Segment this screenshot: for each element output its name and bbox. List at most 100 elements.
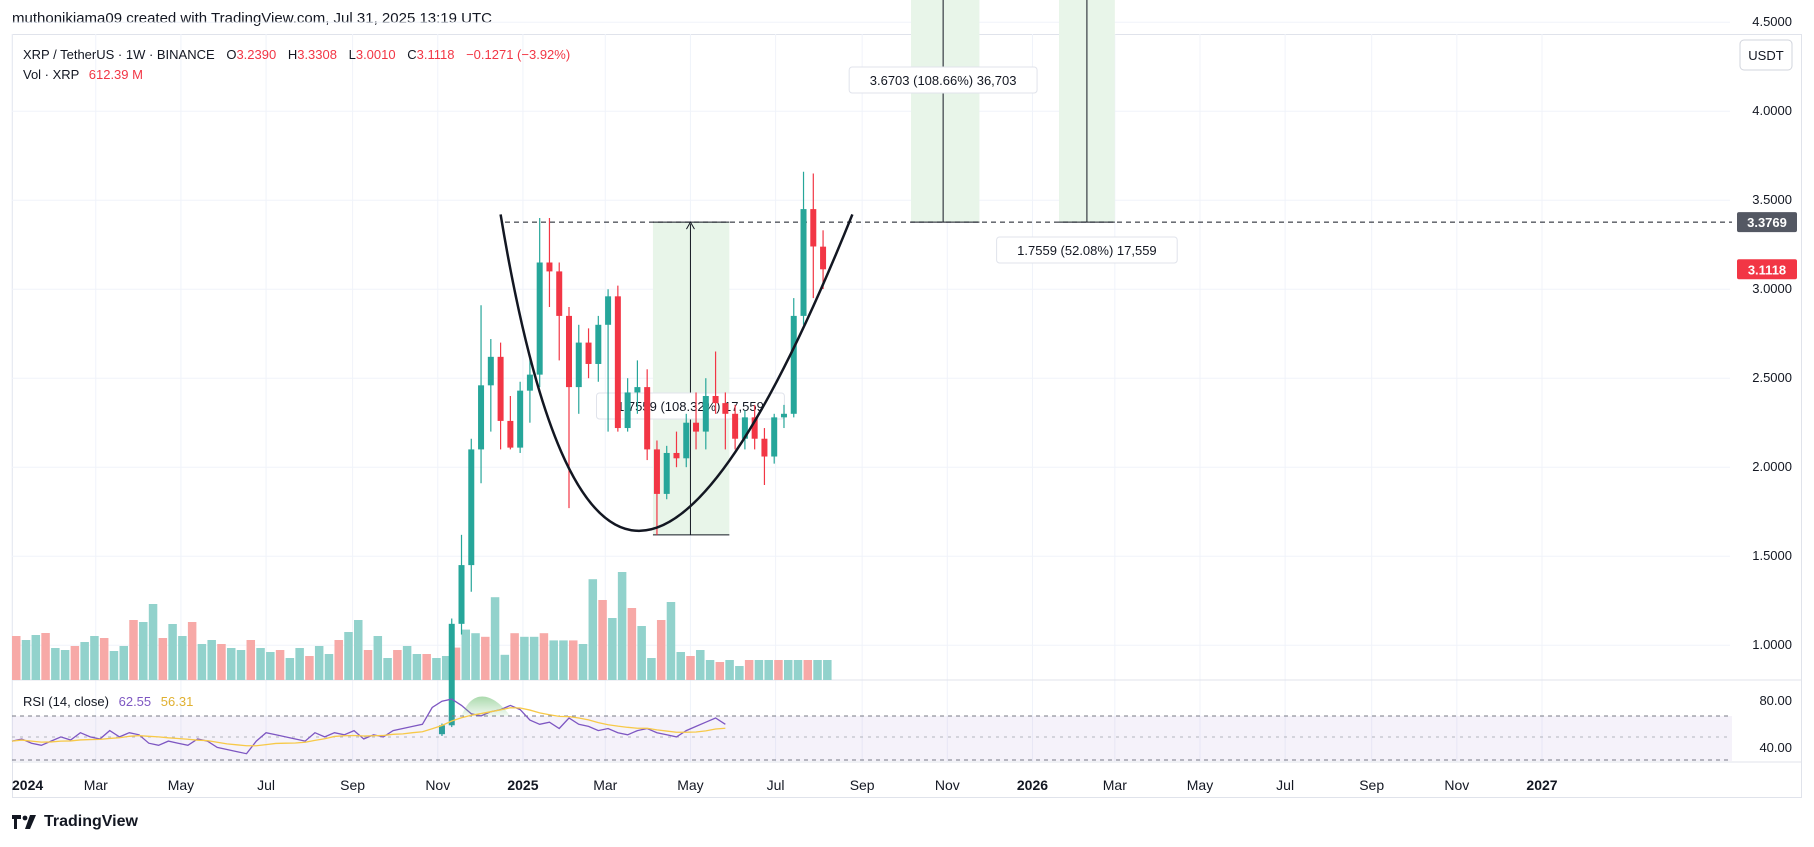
measure-arrow-head: [686, 221, 695, 230]
rsi-label: RSI (14, close): [23, 694, 109, 709]
currency-button[interactable]: USDT: [1739, 39, 1793, 71]
price-tick-label: 1.0000: [1752, 637, 1792, 652]
volume-bar: [451, 647, 461, 680]
volume-bar: [295, 648, 304, 680]
volume-bar: [51, 648, 60, 680]
time-tick-label: 2025: [507, 777, 538, 793]
volume-bar: [637, 626, 646, 680]
volume-bar: [412, 654, 422, 680]
time-tick-label: Jul: [257, 777, 275, 793]
time-tick-label: May: [1187, 777, 1213, 793]
volume-bar: [393, 650, 402, 680]
rsi-tick-label: 80.00: [1759, 693, 1792, 708]
volume-bar: [236, 650, 246, 680]
volume-bar: [344, 632, 353, 680]
rsi-pane: [11, 696, 1732, 761]
volume-bar: [314, 646, 324, 680]
cup-pattern-drawing[interactable]: [499, 213, 854, 533]
legend-line: XRP / TetherUS · 1W · BINANCE O3.2390 H3…: [23, 47, 570, 62]
time-tick-label: 2026: [1017, 777, 1048, 793]
tradingview-logo[interactable]: TradingView: [12, 813, 138, 831]
measure-range-box[interactable]: [911, 0, 980, 223]
volume-bar: [754, 660, 764, 680]
volume-bar: [686, 656, 695, 680]
volume-bar: [647, 658, 656, 680]
volume-bar: [520, 636, 529, 680]
symbol-title: XRP / TetherUS · 1W · BINANCE: [23, 47, 215, 62]
candle-body: [644, 387, 651, 450]
volume-bar: [608, 618, 617, 680]
candle-body: [722, 403, 729, 414]
tradingview-logo-icon: [12, 815, 36, 829]
rsi-band: [12, 716, 1732, 761]
candle-body: [448, 623, 455, 726]
candle-body: [702, 396, 709, 432]
volume-bar: [598, 600, 607, 680]
volume-bar: [510, 633, 519, 680]
tradingview-logo-text: TradingView: [44, 813, 138, 830]
volume-bar: [334, 640, 343, 680]
candle-body: [683, 422, 690, 459]
time-tick-label: Nov: [1444, 777, 1469, 793]
level-price-label: 3.3769: [1747, 215, 1787, 230]
volume-bar: [676, 652, 685, 680]
candle-body: [605, 296, 612, 325]
measure-label: 3.6703 (108.66%) 36,703: [870, 73, 1017, 88]
volume-bar: [148, 604, 158, 680]
time-tick-label: May: [168, 777, 194, 793]
rsi-value: 62.55: [119, 694, 152, 709]
volume-bar: [500, 654, 510, 680]
price-tick-label: 4.0000: [1752, 103, 1792, 118]
close-value: 3.1118: [417, 47, 455, 62]
volume-bar: [275, 650, 285, 680]
last-price-label: 3.1118: [1748, 262, 1786, 277]
measure-label: 1.7559 (108.32%) 17,559: [617, 399, 764, 414]
time-tick-label: Nov: [425, 777, 450, 793]
volume-bar: [187, 622, 197, 680]
candle-body: [585, 342, 592, 364]
chart-attribution: muthonikiama09 created with TradingView.…: [12, 10, 492, 27]
candle-body: [790, 315, 797, 414]
volume-bar: [666, 602, 676, 680]
candle-body: [810, 209, 817, 247]
price-axis[interactable]: 1.0000 1.5000 2.0000 2.5000 3.0000 3.5000 4.00…: [1737, 0, 1797, 755]
volume-bar: [568, 640, 578, 680]
candle-body: [820, 246, 827, 270]
cup-curve[interactable]: [499, 213, 854, 533]
candle-body: [575, 342, 582, 388]
low-label: L: [349, 47, 356, 62]
volume-bar: [803, 660, 813, 680]
candle-body: [751, 417, 758, 439]
volume-bar: [627, 608, 637, 680]
candle-body: [536, 262, 543, 375]
volume-bar: [744, 660, 754, 680]
volume-bar: [31, 635, 41, 680]
price-tick-label: 2.0000: [1752, 459, 1792, 474]
volume-value: 612.39 M: [89, 67, 143, 82]
volume-bar: [441, 656, 451, 680]
candle-body: [800, 209, 807, 316]
volume-bar: [80, 642, 89, 680]
volume-bar: [705, 660, 715, 680]
volume-bar: [119, 646, 128, 680]
time-tick-label: Sep: [340, 777, 365, 793]
candle-body: [507, 420, 514, 448]
time-tick-label: 2027: [1526, 777, 1557, 793]
price-tick-label: 3.5000: [1752, 192, 1792, 207]
last-price-badge: [1737, 259, 1797, 280]
rsi-overbought-fill: [461, 696, 511, 716]
rsi-ma-line: [11, 707, 726, 747]
volume-bar: [529, 636, 539, 680]
time-axis[interactable]: 2024 Mar May Jul Sep Nov 2025 Mar May Jul Sep Nov 20…: [12, 777, 1558, 793]
volume-bar: [823, 660, 832, 680]
volume-bar: [90, 636, 99, 680]
time-tick-label: Jul: [767, 777, 785, 793]
volume-label: Vol · XRP: [23, 67, 79, 82]
volume-legend: Vol · XRP 612.39 M: [23, 67, 143, 82]
time-tick-label: 2024: [12, 777, 43, 793]
volume-bar: [158, 638, 168, 680]
volume-bar: [813, 660, 822, 680]
level-price-badge: [1737, 212, 1797, 233]
volume-bar: [109, 651, 119, 680]
